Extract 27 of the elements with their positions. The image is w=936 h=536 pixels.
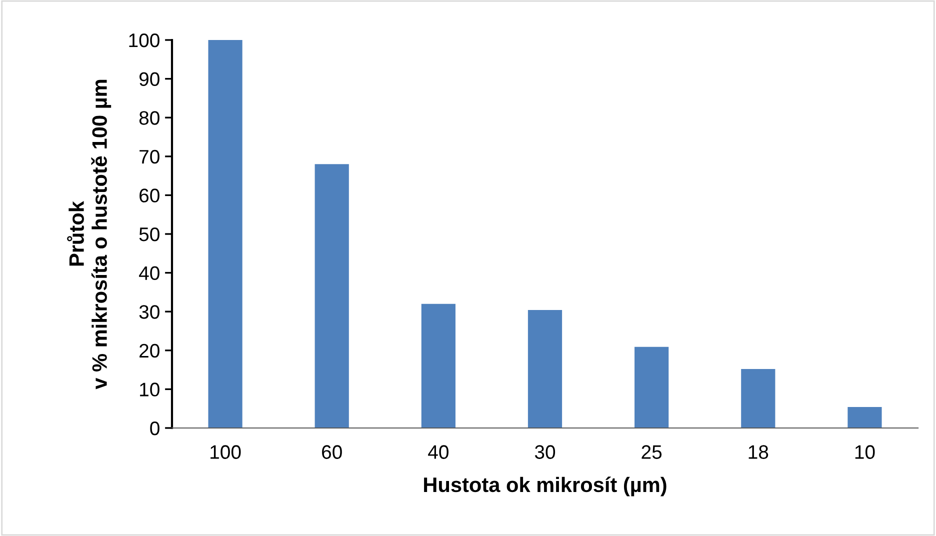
bar bbox=[208, 40, 242, 428]
y-tick-label: 20 bbox=[140, 344, 160, 358]
x-axis-title: Hustota ok mikrosít (µm) bbox=[424, 476, 666, 496]
bar bbox=[421, 304, 456, 428]
y-tick-label: 10 bbox=[140, 382, 160, 396]
bar bbox=[634, 346, 669, 428]
y-tick-label: 30 bbox=[139, 305, 160, 319]
y-tick-label: 80 bbox=[139, 111, 160, 125]
bar bbox=[741, 369, 776, 428]
bar bbox=[528, 310, 562, 428]
y-tick-label: 100 bbox=[129, 33, 160, 48]
x-tick-label: 10 bbox=[855, 445, 875, 459]
x-tick-label: 25 bbox=[642, 445, 662, 459]
y-tick-label: 60 bbox=[140, 188, 160, 202]
bar bbox=[848, 407, 882, 428]
y-tick-label: 50 bbox=[139, 227, 160, 242]
x-tick-label: 60 bbox=[322, 445, 342, 459]
y-tick-label: 40 bbox=[139, 266, 160, 280]
x-tick-label: 18 bbox=[748, 445, 768, 459]
x-tick-label: 30 bbox=[534, 445, 556, 459]
y-tick-label: 0 bbox=[150, 421, 160, 436]
y-tick-label: 90 bbox=[139, 72, 160, 86]
x-tick-label: 100 bbox=[210, 445, 241, 459]
x-tick-label: 40 bbox=[428, 445, 448, 459]
y-tick-label: 70 bbox=[140, 150, 160, 164]
bar bbox=[314, 164, 349, 428]
y-axis-title: Průtok v % mikrosíta o hustotě 100 µm bbox=[67, 80, 112, 390]
